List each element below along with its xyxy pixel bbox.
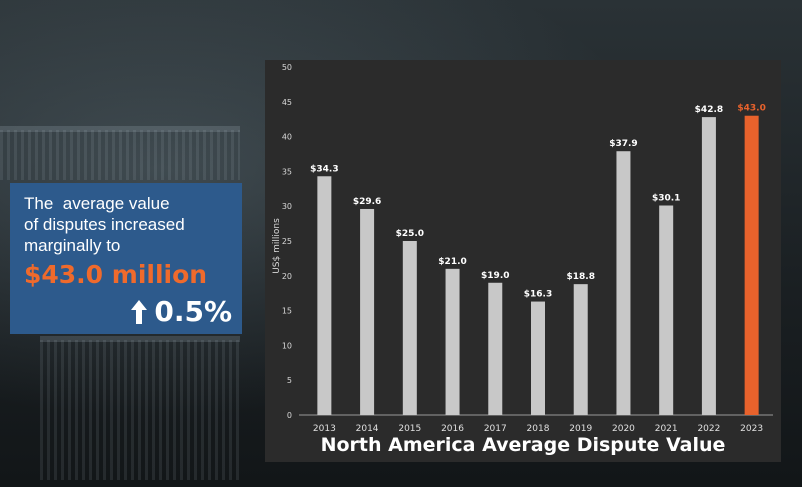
y-tick-label: 50 <box>282 63 292 72</box>
x-tick-label: 2022 <box>697 424 720 434</box>
y-tick-label: 25 <box>282 237 292 246</box>
callout-amount: $43.0 million <box>24 260 208 289</box>
y-axis-title: US$ millions <box>272 218 282 274</box>
bar-2018 <box>531 301 545 415</box>
data-label-2019: $18.8 <box>566 272 594 282</box>
y-tick-label: 15 <box>282 307 292 316</box>
y-tick-label: 0 <box>287 411 292 420</box>
bar-2022 <box>701 117 716 415</box>
data-label-2020: $37.9 <box>609 139 637 149</box>
server-shelf-decor <box>0 126 240 132</box>
bar-2015 <box>402 241 417 415</box>
x-tick-label: 2015 <box>398 424 421 434</box>
server-rack-decor <box>0 130 240 180</box>
server-rack-decor <box>40 340 240 480</box>
callout-text-line: of disputes increased <box>24 215 185 234</box>
data-label-2016: $21.0 <box>438 257 466 267</box>
x-tick-label: 2013 <box>313 424 336 434</box>
x-tick-label: 2016 <box>441 424 464 434</box>
bar-chart: US$ millions 0 5 10 15 20 25 30 35 40 45 50 $34.3 201… <box>272 63 773 434</box>
y-tick-label: 5 <box>287 376 292 385</box>
data-label-2017: $19.0 <box>481 271 509 281</box>
data-label-2022: $42.8 <box>695 105 723 115</box>
x-tick-label: 2019 <box>569 424 592 434</box>
data-label-2014: $29.6 <box>353 197 381 207</box>
bar-2013 <box>317 176 332 415</box>
x-tick-label: 2014 <box>356 424 379 434</box>
data-label-2013: $34.3 <box>310 164 338 174</box>
data-label-2021: $30.1 <box>652 194 680 204</box>
arrow-up-icon <box>131 299 148 324</box>
y-tick-label: 45 <box>282 98 292 107</box>
bar-2017 <box>488 282 503 415</box>
key-stat-callout: The average value of disputes increased … <box>10 183 242 334</box>
bar-2019 <box>573 284 588 415</box>
callout-text-line: The average value <box>24 194 170 213</box>
x-tick-label: 2023 <box>740 424 763 434</box>
chart-title: North America Average Dispute Value <box>320 434 726 456</box>
chart-panel: US$ millions 0 5 10 15 20 25 30 35 40 45 50 $34.3 201… <box>265 60 781 462</box>
bar-2021 <box>659 205 674 415</box>
bar-2014 <box>360 208 375 415</box>
x-tick-label: 2017 <box>484 424 507 434</box>
y-tick-label: 30 <box>282 202 292 211</box>
bar-2016 <box>445 268 460 415</box>
y-tick-label: 40 <box>282 133 292 142</box>
change-value: 0.5% <box>154 295 232 328</box>
y-tick-label: 20 <box>282 272 292 281</box>
x-tick-label: 2018 <box>527 424 550 434</box>
y-tick-label: 10 <box>282 341 292 350</box>
x-tick-label: 2021 <box>655 424 678 434</box>
bar-2020 <box>616 151 631 415</box>
data-label-2018: $16.3 <box>524 290 552 300</box>
x-tick-label: 2020 <box>612 424 635 434</box>
y-tick-label: 35 <box>282 167 292 176</box>
data-label-2015: $25.0 <box>396 229 424 239</box>
change-indicator: 0.5% <box>130 295 232 328</box>
data-label-2023: $43.0 <box>737 104 765 114</box>
bar-2023 <box>744 115 759 415</box>
server-shelf-decor <box>40 336 240 342</box>
callout-text-line: marginally to <box>24 236 121 255</box>
